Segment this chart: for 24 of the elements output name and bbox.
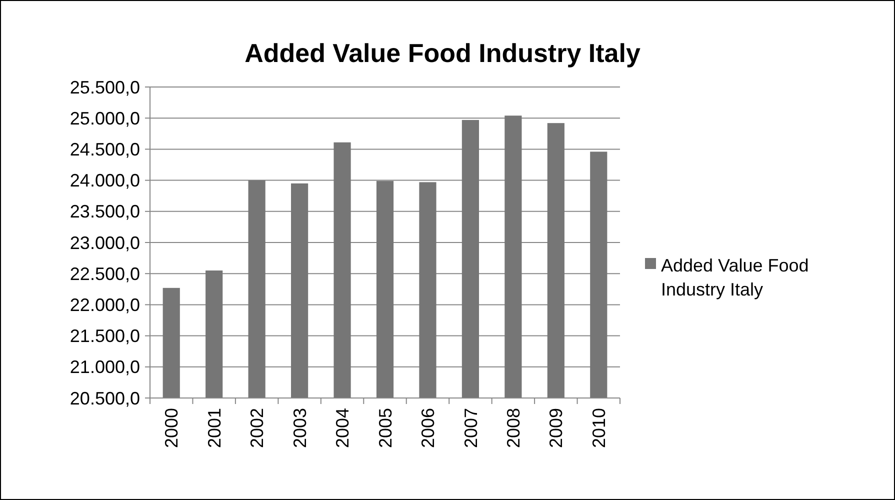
x-tick-label: 2007 [460,408,481,448]
y-tick-label: 21.500,0 [70,326,140,346]
y-tick-label: 21.000,0 [70,357,140,378]
x-tick-label: 2003 [290,408,310,448]
x-tick-label: 2008 [503,408,524,448]
x-tick-label: 2000 [162,408,182,448]
x-tick-label: 2001 [204,408,224,448]
x-tick-label: 2005 [375,408,396,448]
x-tick-label: 2010 [588,408,609,448]
x-tick-label: 2002 [247,408,268,448]
x-tick-label: 2004 [332,408,353,448]
chart-title: Added Value Food Industry Italy [244,38,641,68]
x-tick-label: 2009 [546,408,566,448]
y-tick-label: 25.500,0 [70,77,140,98]
y-tick-label: 25.000,0 [70,108,140,128]
y-tick-label: 23.500,0 [70,202,140,222]
y-tick-label: 24.000,0 [70,170,140,191]
y-tick-label: 24.500,0 [70,140,140,160]
legend-label: Added Value Food Industry Italy [661,255,809,300]
y-tick-label: 22.000,0 [70,295,140,315]
y-tick-label: 22.500,0 [70,264,140,284]
x-tick-label: 2006 [418,408,438,448]
y-tick-label: 20.500,0 [70,388,140,408]
y-tick-label: 23.000,0 [70,232,140,253]
